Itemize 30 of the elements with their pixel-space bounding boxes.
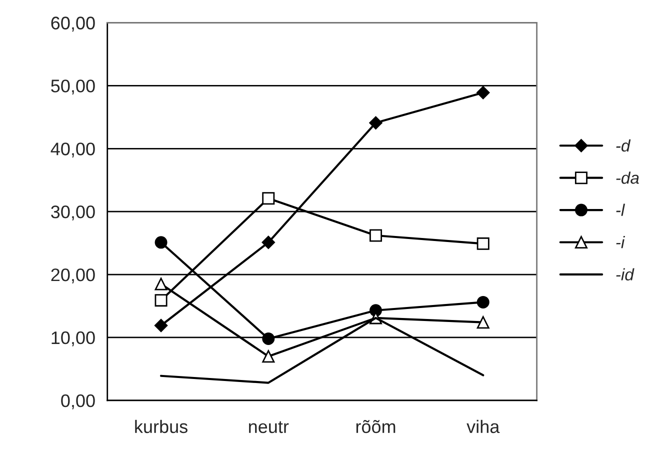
point [262,350,275,363]
legend-label: -i [616,236,626,248]
point [262,192,275,205]
point [154,294,168,307]
y-tick-label: 30,00 [51,206,95,220]
x-tick-label: neutr [249,421,289,434]
point [262,332,275,345]
legend-label: -l [616,204,626,216]
legend-label: -d [616,139,631,152]
point [476,296,490,308]
point [476,237,490,250]
y-tick-label: 0,00 [61,394,95,410]
x-tick-label: kurbus [135,420,188,434]
y-tick-label: 50,00 [51,80,95,95]
y-tick-label: 10,00 [52,331,95,346]
point [369,116,382,130]
point [154,278,168,290]
x-tick-label: rõõm [356,420,396,434]
point [476,86,490,100]
point [370,229,382,242]
x-tick-label: viha [466,420,500,434]
legend-label: -da [616,172,639,184]
point [154,236,168,249]
legend-label: -id [616,268,634,280]
point [154,318,168,332]
point [476,316,490,329]
y-tick-label: 40,00 [50,142,95,158]
y-tick-label: 20,00 [51,268,95,284]
y-tick-label: 60,00 [51,16,95,32]
point [262,236,275,250]
